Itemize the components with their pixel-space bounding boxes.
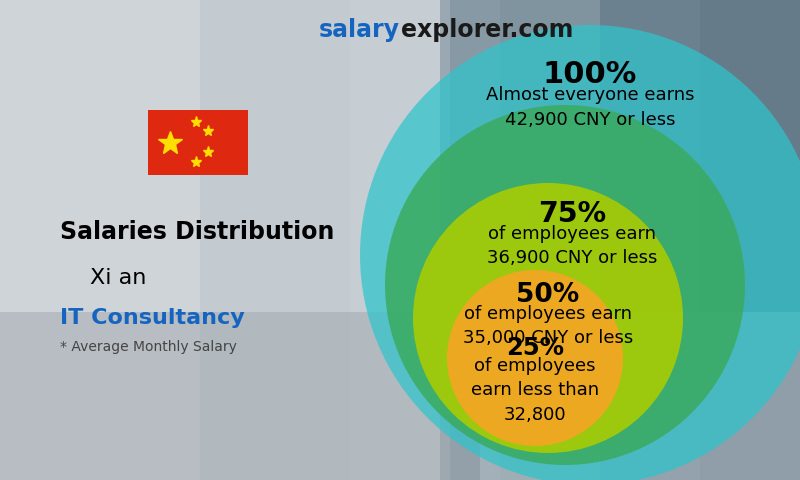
Text: salary: salary (319, 18, 400, 42)
Bar (480, 312, 800, 480)
Text: * Average Monthly Salary: * Average Monthly Salary (60, 340, 237, 354)
Bar (0, 0, 200, 480)
Bar (0, 312, 480, 480)
Text: 75%: 75% (538, 200, 606, 228)
Text: 100%: 100% (543, 60, 637, 89)
Text: of employees earn
36,900 CNY or less: of employees earn 36,900 CNY or less (487, 225, 657, 267)
Circle shape (413, 183, 683, 453)
Bar (700, 0, 800, 480)
Text: explorer.com: explorer.com (401, 18, 574, 42)
Text: 50%: 50% (516, 282, 580, 308)
Text: Xi an: Xi an (90, 268, 146, 288)
Text: IT Consultancy: IT Consultancy (60, 308, 245, 328)
Text: 25%: 25% (506, 336, 564, 360)
Text: of employees earn
35,000 CNY or less: of employees earn 35,000 CNY or less (463, 305, 633, 347)
Circle shape (360, 25, 800, 480)
Bar (600, 0, 700, 480)
Bar (0, 0, 440, 480)
Bar (148, 110, 248, 175)
Bar (440, 0, 800, 480)
Bar (200, 0, 350, 480)
Text: Salaries Distribution: Salaries Distribution (60, 220, 334, 244)
Text: of employees
earn less than
32,800: of employees earn less than 32,800 (471, 357, 599, 423)
Bar (350, 0, 450, 480)
Text: Almost everyone earns
42,900 CNY or less: Almost everyone earns 42,900 CNY or less (486, 86, 694, 129)
Bar (500, 0, 600, 480)
Circle shape (447, 270, 623, 446)
Circle shape (385, 105, 745, 465)
